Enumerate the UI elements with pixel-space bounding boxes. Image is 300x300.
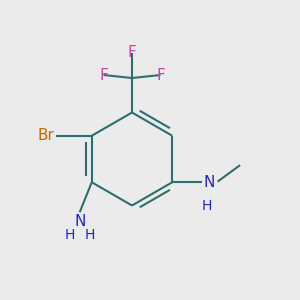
Text: N: N xyxy=(74,214,85,229)
Text: F: F xyxy=(128,45,136,60)
Text: Br: Br xyxy=(38,128,54,143)
Text: H: H xyxy=(84,229,94,242)
Text: H: H xyxy=(202,199,212,213)
Text: F: F xyxy=(156,68,165,82)
Text: F: F xyxy=(99,68,108,82)
Text: H: H xyxy=(65,229,75,242)
Text: N: N xyxy=(203,175,214,190)
